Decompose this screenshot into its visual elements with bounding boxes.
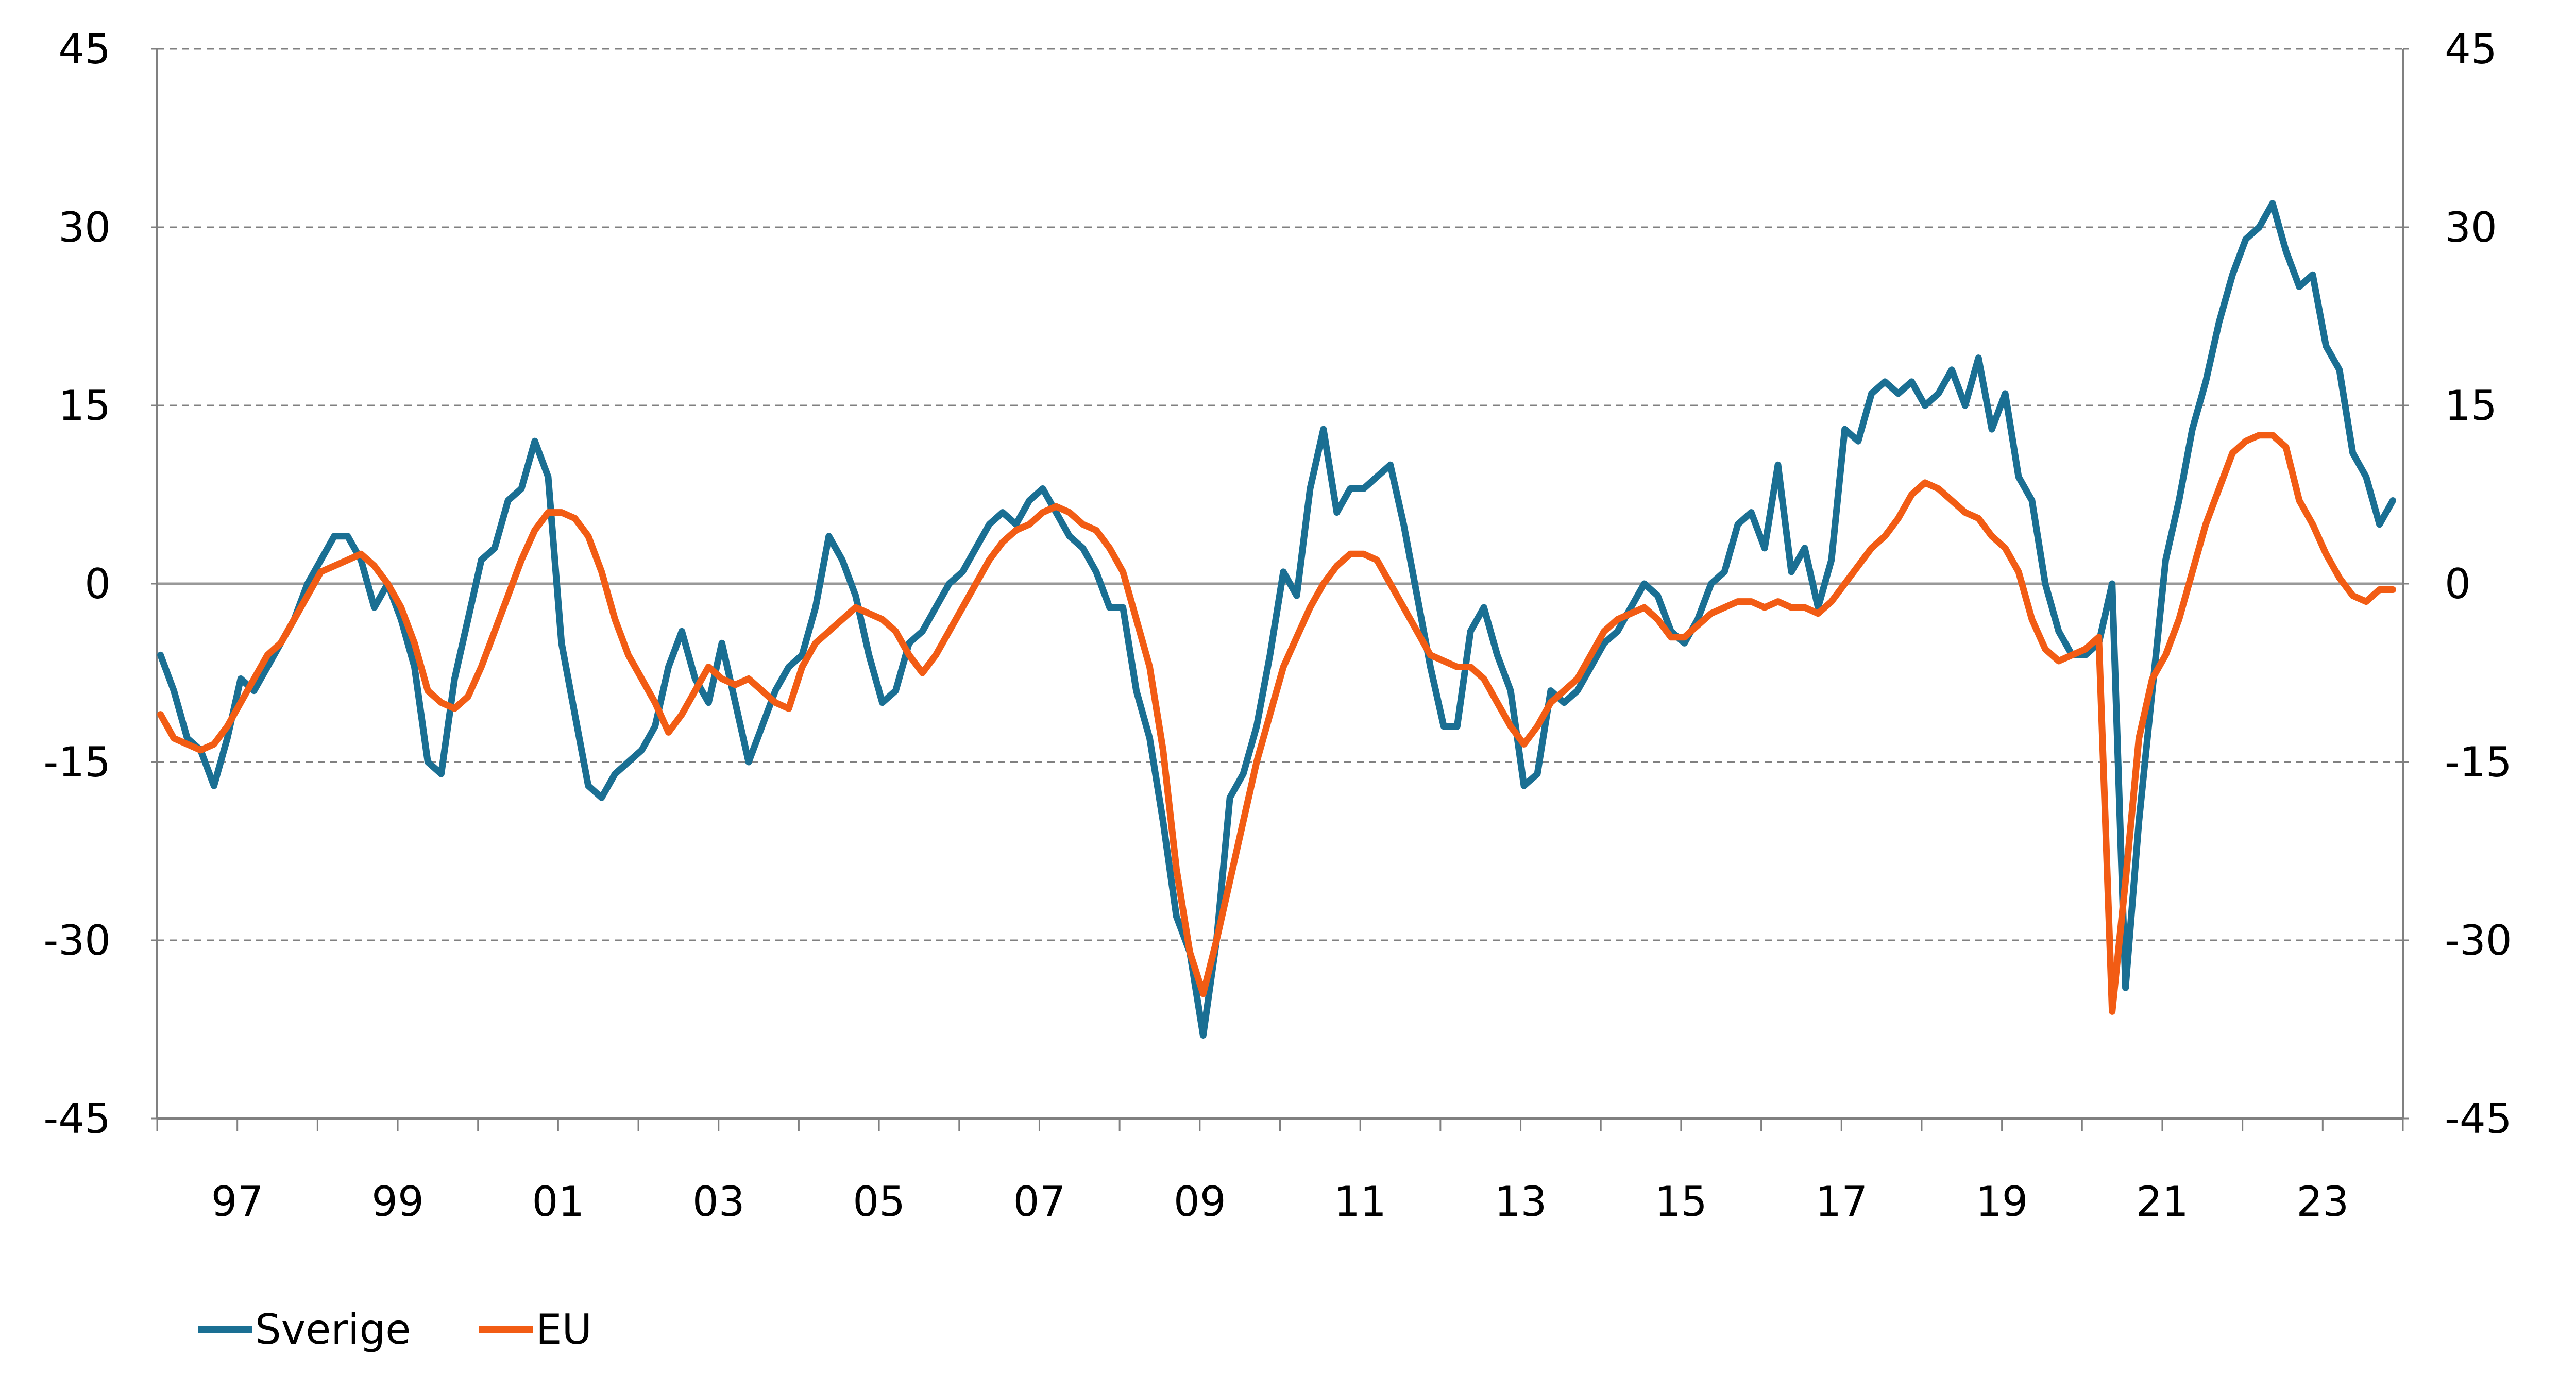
y-tick-label-right: 0 bbox=[2445, 560, 2471, 608]
axes bbox=[156, 49, 2404, 1120]
y-tick-label-right: 30 bbox=[2445, 204, 2497, 251]
x-tick-labels: 97 99 01 03 05 07 09 11 13 15 17 19 21 23 bbox=[211, 1178, 2349, 1226]
y-tick-label-left: -15 bbox=[43, 738, 111, 786]
y-tick-label-left: -30 bbox=[43, 917, 111, 964]
y-tick-label-right: -15 bbox=[2445, 738, 2512, 786]
y-tick-label-right: 15 bbox=[2445, 382, 2497, 430]
x-tick-label: 07 bbox=[1013, 1178, 1066, 1226]
legend-label-eu: EU bbox=[536, 1306, 592, 1353]
legend-item-sverige: Sverige bbox=[198, 1306, 411, 1353]
series-line-eu bbox=[157, 432, 2396, 1015]
y-tick-label-left: 0 bbox=[84, 560, 111, 608]
x-tick-label: 13 bbox=[1495, 1178, 1547, 1226]
x-tick-label: 11 bbox=[1334, 1178, 1386, 1226]
series-line-sverige bbox=[157, 200, 2396, 1039]
x-tick-label: 97 bbox=[211, 1178, 264, 1226]
legend-item-eu: EU bbox=[479, 1306, 592, 1353]
y-tick-label-left: 45 bbox=[58, 25, 111, 73]
y-tick-label-left: 30 bbox=[58, 204, 111, 251]
x-tick-label: 05 bbox=[853, 1178, 905, 1226]
x-tick-label: 21 bbox=[2136, 1178, 2189, 1226]
x-tick-label: 17 bbox=[1815, 1178, 1868, 1226]
x-tick-label: 19 bbox=[1976, 1178, 2028, 1226]
legend: Sverige EU bbox=[198, 1306, 592, 1353]
y-tick-label-left: 15 bbox=[58, 382, 111, 430]
right-y-tick-labels: 45 30 15 0 -15 -30 -45 bbox=[2445, 25, 2512, 1143]
y-tick-label-right: -45 bbox=[2445, 1095, 2512, 1143]
y-tick-label-left: -45 bbox=[43, 1095, 111, 1143]
x-tick-label: 03 bbox=[692, 1178, 745, 1226]
x-tick-label: 01 bbox=[532, 1178, 584, 1226]
x-tick-label: 99 bbox=[371, 1178, 424, 1226]
x-tick-label: 09 bbox=[1174, 1178, 1226, 1226]
left-y-tick-labels: 45 30 15 0 -15 -30 -45 bbox=[43, 25, 111, 1143]
y-tick-label-right: 45 bbox=[2445, 25, 2497, 73]
legend-label-sverige: Sverige bbox=[255, 1306, 411, 1353]
x-tick-label: 15 bbox=[1655, 1178, 1707, 1226]
x-tick-label: 23 bbox=[2296, 1178, 2349, 1226]
y-tick-label-right: -30 bbox=[2445, 917, 2512, 964]
series-lines bbox=[157, 200, 2396, 1039]
